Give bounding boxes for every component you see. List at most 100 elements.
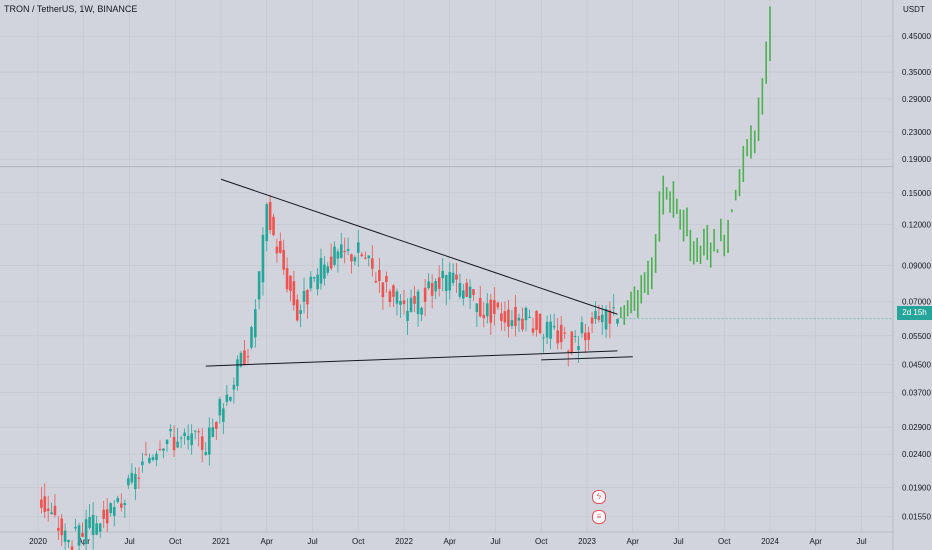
x-tick-label: Oct — [718, 537, 731, 546]
candle-body — [531, 328, 535, 333]
candle-body — [265, 204, 269, 242]
candle-body — [496, 302, 500, 308]
x-tick-label: Apr — [627, 537, 640, 546]
candle-body — [521, 318, 524, 330]
candle-body — [434, 280, 437, 292]
y-tick-label: 0.05500 — [902, 332, 931, 341]
y-tick-label: 0.29000 — [902, 95, 931, 104]
candle-body — [346, 249, 350, 252]
candle-body — [200, 436, 204, 450]
candle-body — [340, 244, 343, 258]
candle-body — [528, 316, 531, 319]
candle-body — [367, 255, 371, 259]
y-tick-label: 0.02900 — [902, 423, 931, 432]
x-tick-label: Oct — [169, 537, 182, 546]
candle-body — [336, 251, 340, 259]
candle-body — [475, 303, 479, 312]
candle-body — [232, 384, 236, 390]
candle-body — [584, 332, 587, 341]
x-tick-label: 2024 — [761, 537, 779, 546]
x-tick-label: Apr — [261, 537, 274, 546]
candle-body — [299, 310, 302, 315]
x-tick-label: Jul — [124, 537, 134, 546]
candle-body — [587, 332, 590, 340]
candle-body — [60, 518, 64, 536]
candle-body — [430, 283, 434, 296]
candle-body — [95, 523, 98, 535]
candle-body — [316, 274, 319, 290]
candle-body — [102, 509, 105, 519]
chart-title: TRON / TetherUS, 1W, BINANCE — [4, 4, 138, 14]
candle-body — [292, 281, 296, 306]
candle-body — [542, 337, 545, 339]
candle-body — [580, 322, 584, 334]
candle-body — [134, 474, 137, 490]
candle-body — [423, 287, 427, 302]
candle-body — [183, 432, 186, 437]
candle-body — [204, 452, 208, 455]
candle-body — [402, 300, 406, 305]
x-tick-label: Oct — [352, 537, 365, 546]
candle-body — [538, 313, 542, 334]
candle-body — [612, 307, 615, 309]
candle-body — [570, 331, 574, 353]
resistance-line — [220, 178, 618, 315]
candle-body — [577, 345, 580, 351]
candle-body — [197, 431, 201, 433]
candle-body — [545, 321, 549, 338]
candle-body — [465, 282, 468, 297]
candle-body — [608, 310, 612, 324]
lightning-icon[interactable]: ϟ — [592, 490, 606, 504]
candle-body — [155, 453, 158, 460]
candle-body — [81, 533, 84, 537]
candle-body — [489, 299, 493, 323]
y-tick-label: 0.19000 — [902, 155, 931, 164]
candle-body — [319, 258, 323, 284]
candle-body — [112, 507, 116, 516]
flag-icon[interactable]: ≡ — [592, 510, 606, 524]
candle-body — [236, 359, 239, 386]
candle-body — [482, 314, 486, 319]
y-tick-label: 0.09000 — [902, 262, 931, 271]
candle-body — [448, 272, 452, 291]
candle-body — [148, 457, 151, 463]
candle-body — [517, 317, 521, 321]
candle-body — [222, 408, 225, 422]
y-tick-label: 0.03700 — [902, 388, 931, 397]
x-tick-label: Apr — [78, 537, 91, 546]
candle-body — [179, 437, 183, 439]
candle-body — [261, 234, 265, 283]
candle-series — [40, 194, 619, 550]
candle-body — [323, 264, 326, 279]
countdown-tag: 2d 15h — [897, 306, 932, 320]
candle-body — [268, 201, 272, 231]
y-tick-label: 0.01900 — [902, 483, 931, 492]
candle-body — [378, 269, 381, 281]
candle-body — [500, 313, 503, 321]
candle-body — [493, 300, 496, 314]
candle-body — [388, 291, 392, 303]
candle-body — [43, 496, 47, 512]
candle-body — [141, 461, 144, 466]
candle-body — [279, 241, 282, 253]
candle-body — [123, 503, 127, 506]
candle-body — [458, 282, 462, 297]
candle-body — [57, 527, 60, 531]
candle-body — [84, 519, 88, 545]
candle-body — [406, 310, 409, 321]
candle-body — [573, 335, 577, 337]
y-tick-label: 0.01550 — [902, 512, 931, 521]
candle-body — [594, 310, 597, 320]
candle-body — [169, 428, 172, 432]
x-tick-label: Jul — [856, 537, 866, 546]
x-tick-label: Jul — [490, 537, 500, 546]
candle-body — [309, 276, 313, 289]
candle-body — [356, 242, 360, 253]
candle-body — [514, 306, 517, 327]
x-tick-label: 2021 — [212, 537, 230, 546]
projection-series — [620, 6, 771, 325]
candle-body — [91, 514, 95, 536]
candle-body — [360, 254, 364, 257]
candle-body — [50, 512, 53, 515]
